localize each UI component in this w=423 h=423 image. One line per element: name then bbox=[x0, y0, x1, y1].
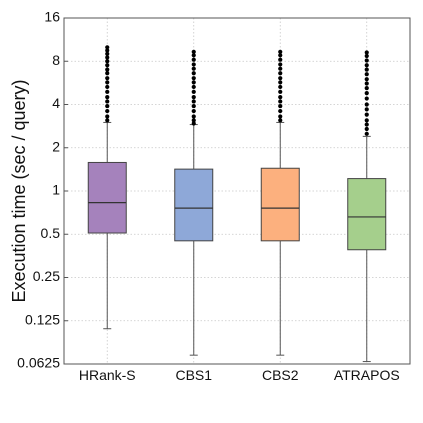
y-axis-ticks: 0.0625 0.125 0.25 0.5 1 2 4 8 16 bbox=[17, 9, 68, 371]
outlier-point bbox=[191, 114, 196, 119]
outlier-point bbox=[191, 95, 196, 100]
boxplot-cbs2 bbox=[260, 49, 300, 356]
outlier-point bbox=[191, 99, 196, 104]
outlier-point bbox=[105, 71, 110, 76]
y-tick-label: 0.0625 bbox=[17, 355, 60, 371]
outlier-point bbox=[278, 89, 283, 94]
outlier-point bbox=[278, 99, 283, 104]
outlier-point bbox=[191, 57, 196, 62]
y-tick-label: 16 bbox=[44, 9, 60, 25]
outlier-point bbox=[364, 67, 369, 72]
outlier-point bbox=[105, 45, 110, 50]
x-tick-label: ATRAPOS bbox=[334, 367, 400, 383]
outlier-point bbox=[191, 80, 196, 85]
outlier-point bbox=[364, 86, 369, 91]
outlier-point bbox=[105, 48, 110, 53]
outlier-point bbox=[105, 114, 110, 119]
y-tick-label: 0.5 bbox=[41, 225, 61, 241]
outlier-point bbox=[364, 77, 369, 82]
y-tick-label: 1 bbox=[52, 182, 60, 198]
y-tick-label: 8 bbox=[52, 52, 60, 68]
outlier-point bbox=[364, 81, 369, 86]
x-tick-label: CBS2 bbox=[262, 367, 299, 383]
outlier-point bbox=[364, 118, 369, 123]
y-tick-label: 4 bbox=[52, 95, 60, 111]
outlier-point bbox=[191, 84, 196, 90]
outlier-point bbox=[105, 99, 110, 104]
outlier-point bbox=[105, 55, 110, 60]
outlier-point bbox=[191, 121, 196, 126]
outlier-point bbox=[191, 76, 196, 81]
outlier-point bbox=[278, 62, 283, 67]
outlier-point bbox=[105, 59, 110, 64]
outlier-point bbox=[278, 103, 283, 109]
outlier-point bbox=[278, 108, 283, 114]
outlier-point bbox=[191, 103, 196, 109]
boxplot-atrapos bbox=[347, 50, 387, 363]
outlier-point bbox=[364, 102, 369, 107]
outlier-point bbox=[105, 118, 110, 123]
x-tick-label: CBS1 bbox=[175, 367, 212, 383]
outlier-point bbox=[105, 80, 110, 85]
outlier-point bbox=[364, 58, 369, 63]
outlier-point bbox=[364, 63, 369, 68]
boxplot-hrank-s bbox=[87, 45, 127, 330]
outlier-point bbox=[105, 103, 110, 109]
outlier-point bbox=[364, 131, 369, 136]
outlier-point bbox=[364, 72, 369, 77]
boxplot-cbs1 bbox=[174, 49, 214, 356]
outlier-point bbox=[191, 53, 196, 58]
outlier-point bbox=[105, 89, 110, 94]
outlier-point bbox=[105, 51, 110, 57]
box-iqr bbox=[347, 178, 387, 251]
outlier-point bbox=[364, 126, 369, 132]
y-tick-label: 0.125 bbox=[25, 311, 60, 327]
outlier-point bbox=[278, 49, 283, 54]
x-axis-ticks: HRank-S CBS1 CBS2 ATRAPOS bbox=[79, 367, 400, 383]
outlier-point bbox=[191, 49, 196, 54]
outlier-point bbox=[191, 71, 196, 76]
outlier-point bbox=[364, 112, 369, 117]
outlier-point bbox=[105, 76, 110, 81]
box-iqr bbox=[174, 168, 214, 242]
outlier-point bbox=[105, 63, 110, 68]
outlier-point bbox=[364, 91, 369, 96]
outlier-point bbox=[364, 50, 369, 55]
box-iqr bbox=[260, 167, 300, 242]
y-tick-label: 2 bbox=[52, 138, 60, 154]
outlier-point bbox=[278, 57, 283, 62]
outlier-point bbox=[191, 108, 196, 114]
outlier-point bbox=[278, 76, 283, 81]
outlier-point bbox=[278, 53, 283, 58]
outlier-point bbox=[191, 62, 196, 67]
outlier-point bbox=[364, 53, 369, 59]
outlier-point bbox=[105, 67, 110, 72]
y-axis-title: Execution time (sec / query) bbox=[9, 79, 29, 302]
boxplot-series bbox=[87, 45, 387, 363]
outlier-point bbox=[278, 84, 283, 90]
outlier-point bbox=[191, 118, 196, 123]
outlier-point bbox=[278, 66, 283, 71]
outlier-point bbox=[278, 95, 283, 100]
outlier-point bbox=[278, 114, 283, 119]
outlier-point bbox=[364, 96, 369, 101]
y-tick-label: 0.25 bbox=[33, 268, 60, 284]
outlier-point bbox=[278, 71, 283, 76]
outlier-point bbox=[105, 95, 110, 100]
outlier-point bbox=[191, 66, 196, 71]
outlier-point bbox=[105, 108, 110, 114]
outlier-point bbox=[364, 122, 369, 127]
outlier-point bbox=[105, 84, 110, 90]
x-tick-label: HRank-S bbox=[79, 367, 136, 383]
outlier-point bbox=[278, 118, 283, 123]
outlier-point bbox=[191, 89, 196, 94]
outlier-point bbox=[278, 80, 283, 85]
box-iqr bbox=[87, 161, 127, 234]
outlier-point bbox=[364, 107, 369, 112]
